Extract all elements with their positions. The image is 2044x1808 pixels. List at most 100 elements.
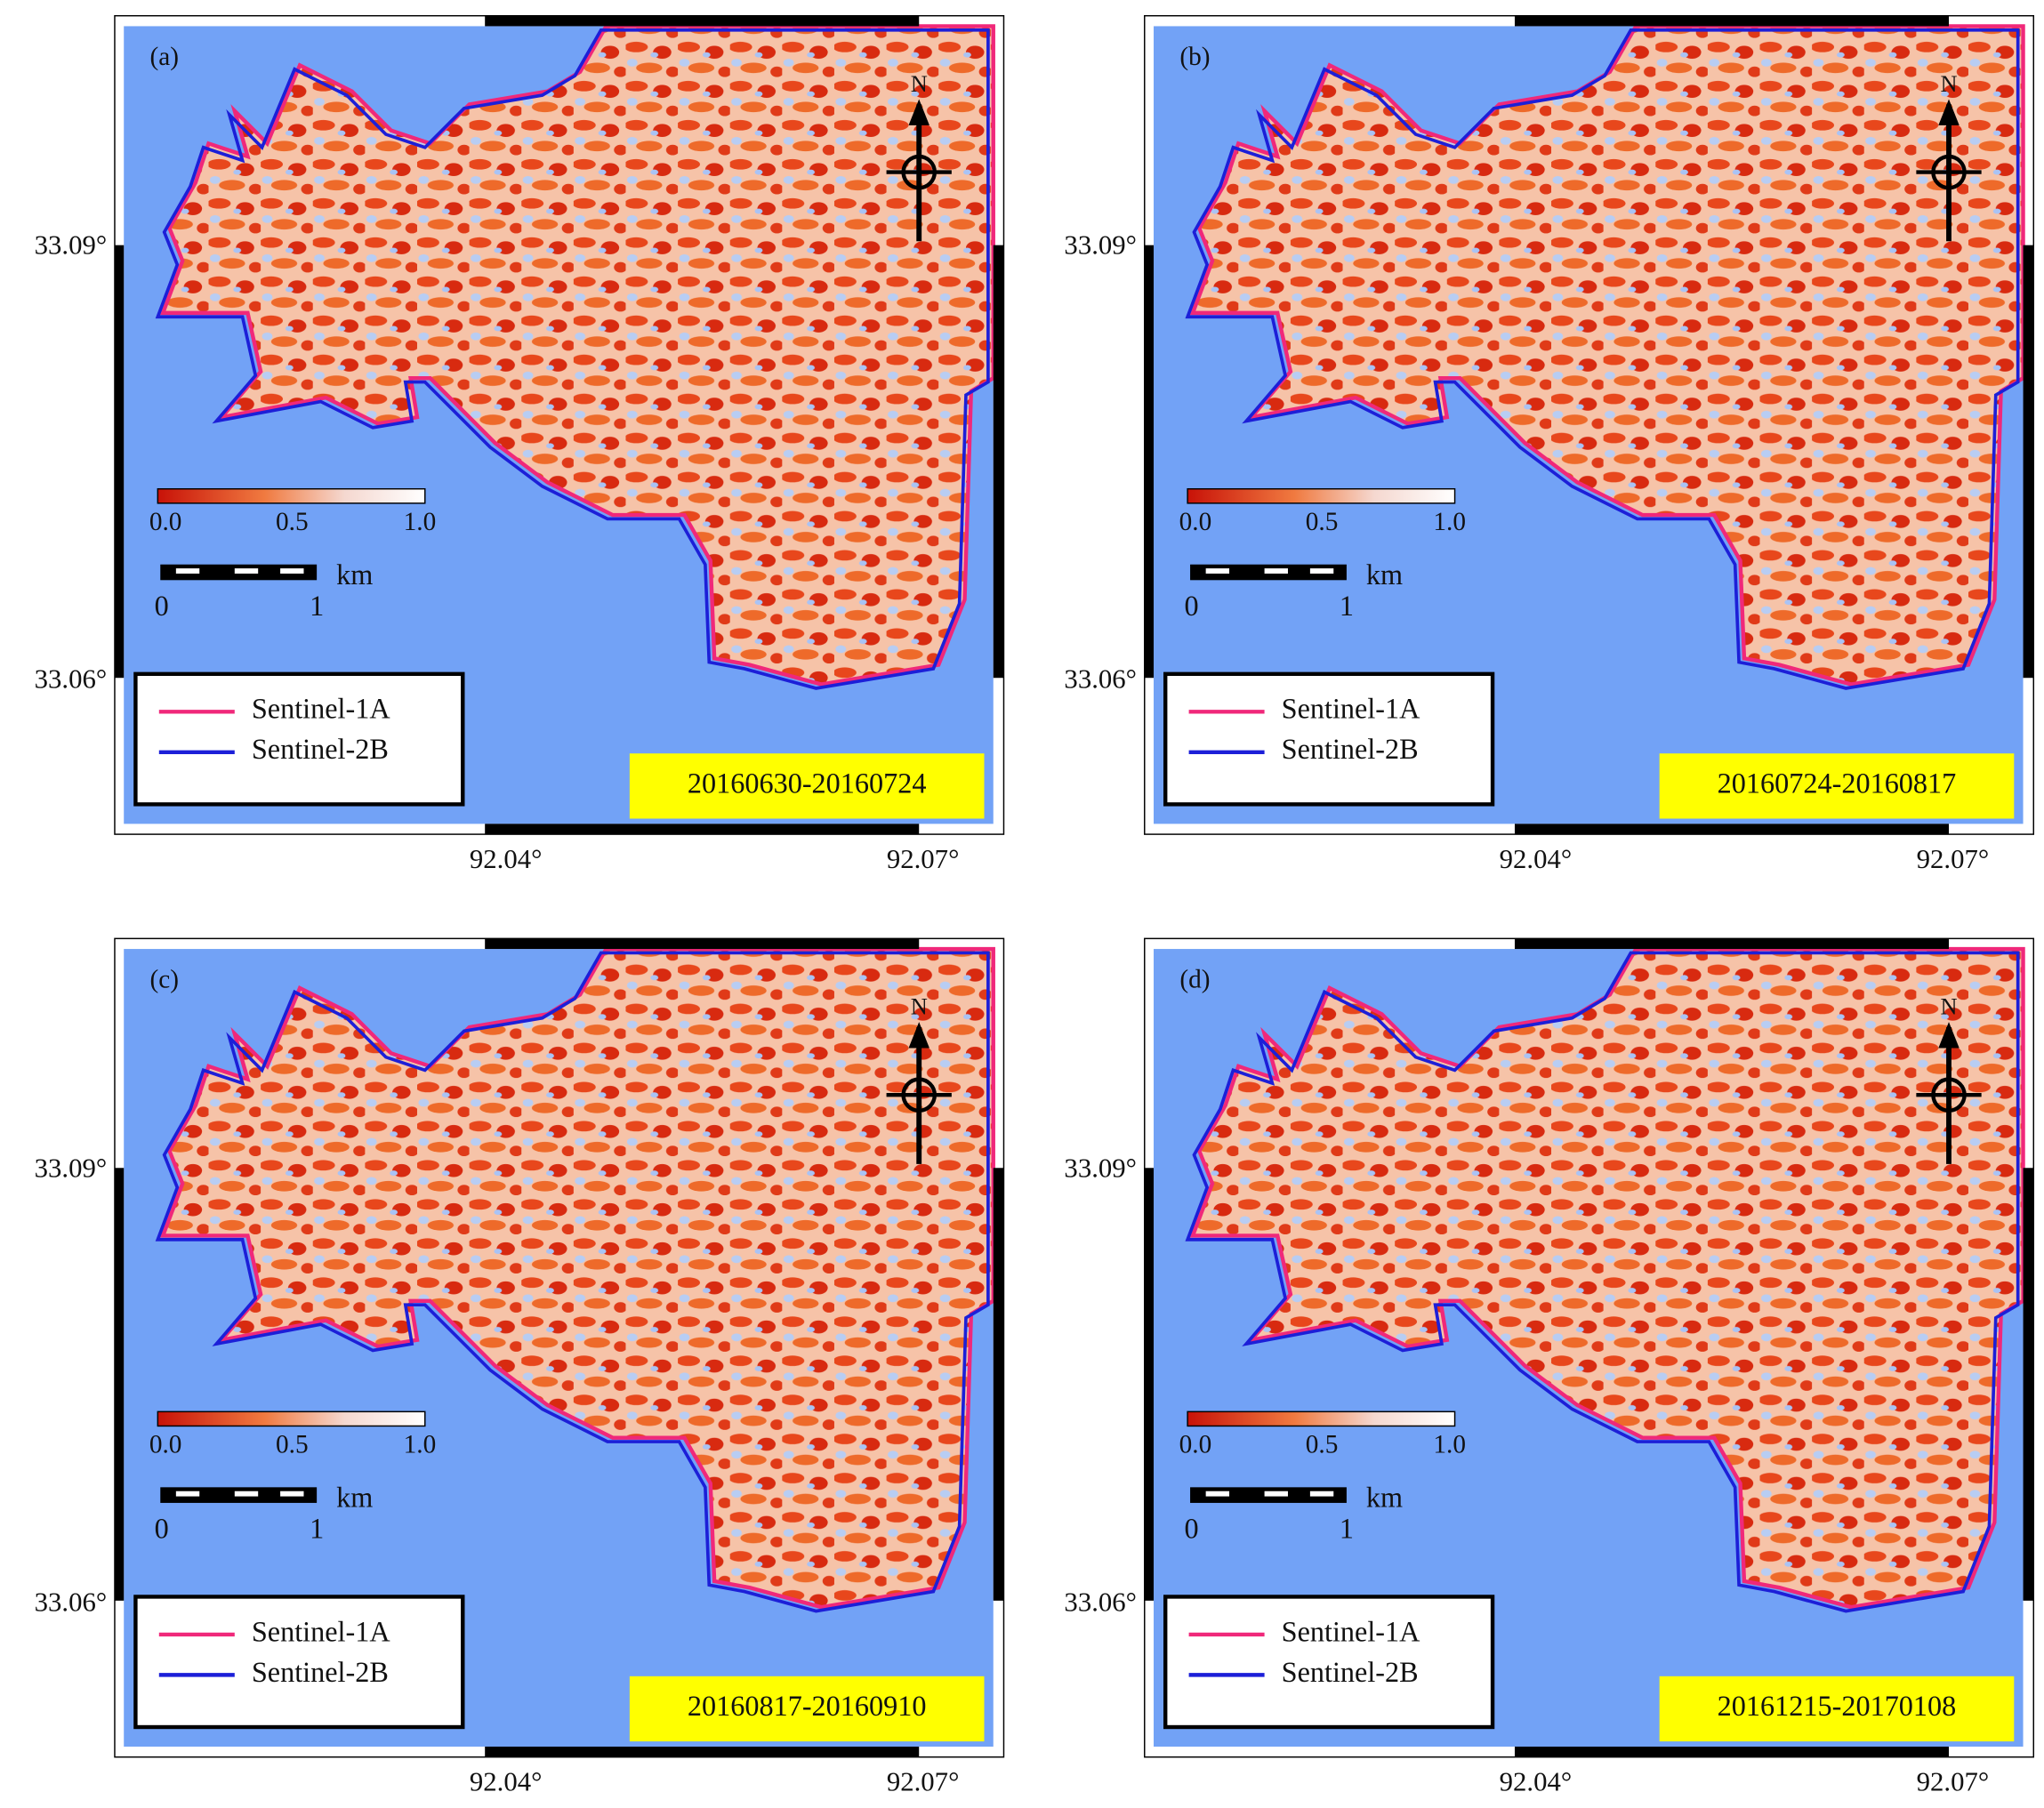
date-label: 20160630-20160724	[688, 767, 927, 799]
colorbar	[1187, 1410, 1456, 1427]
colorbar-tick-label: 1.0	[404, 508, 437, 536]
frame-bar	[485, 824, 920, 835]
date-box	[1659, 1675, 2015, 1742]
scale-bar-segment	[280, 1491, 304, 1497]
north-arrow-head	[1938, 99, 1960, 125]
legend-label: Sentinel-1A	[252, 1615, 390, 1647]
panel-label: (b)	[1179, 43, 1210, 71]
north-label: N	[911, 70, 928, 97]
map-panel: (c) N 0.0 0.5 1.0 km 0 1 Sentinel-1A Sentinel-2B 2…	[35, 937, 1005, 1797]
lat-label: 33.09°	[35, 1153, 108, 1183]
legend-label: Sentinel-1A	[1282, 693, 1420, 725]
legend-label: Sentinel-1A	[1282, 1615, 1420, 1647]
legend-box	[1163, 1595, 1495, 1730]
map-panel: (d) N 0.0 0.5 1.0 km 0 1 Sentinel-1A Sentinel-2B 2…	[1064, 937, 2035, 1797]
colorbar-tick-label: 0.0	[1179, 508, 1212, 536]
scale-unit: km	[336, 558, 373, 591]
lon-label: 92.07°	[887, 1767, 960, 1797]
lat-label: 33.09°	[1064, 1153, 1137, 1183]
scale-bar-segment	[280, 568, 304, 574]
colorbar-tick-label: 0.5	[1306, 508, 1339, 536]
scale-bar-segment	[1309, 1491, 1334, 1497]
lat-label: 33.06°	[35, 1587, 108, 1617]
north-label: N	[1940, 993, 1957, 1020]
frame-bar	[1514, 824, 1950, 835]
date-box	[629, 1675, 985, 1742]
frame-bar	[1514, 938, 1950, 950]
lon-label: 92.04°	[470, 1767, 543, 1797]
scale-bar-segment	[234, 568, 259, 574]
frame-bar	[1514, 15, 1950, 27]
colorbar	[157, 1410, 426, 1427]
scale-bar-segment	[1264, 568, 1288, 574]
lon-label: 92.04°	[1500, 844, 1573, 874]
panel-label: (c)	[150, 965, 180, 993]
scale-bar-segment	[1264, 1491, 1288, 1497]
coherence-area	[1192, 26, 2024, 685]
boundary	[1189, 946, 2025, 1610]
legend-box	[1163, 671, 1495, 807]
scale-unit: km	[336, 1481, 373, 1513]
lon-label: 92.07°	[1917, 1767, 1990, 1797]
scale-bar-segment	[1205, 1491, 1230, 1497]
boundary	[155, 28, 990, 690]
date-box	[629, 753, 985, 819]
frame-bar	[1144, 245, 1155, 679]
colorbar-tick-label: 0.5	[276, 508, 309, 536]
scale-label: 1	[310, 1513, 324, 1545]
scale-label: 0	[155, 590, 169, 622]
colorbar-tick-label: 1.0	[1433, 1431, 1466, 1459]
coherence-area	[1192, 949, 2024, 1608]
colorbar-tick-label: 1.0	[1433, 508, 1466, 536]
date-label: 20160724-20160817	[1718, 767, 1957, 799]
scale-unit: km	[1366, 558, 1403, 591]
boundary	[1185, 28, 2020, 690]
frame-bar	[2023, 1168, 2034, 1601]
frame-bar	[993, 245, 1004, 679]
colorbar-tick-label: 0.0	[149, 1431, 182, 1459]
frame-bar	[993, 1168, 1004, 1601]
lat-label: 33.09°	[35, 230, 108, 261]
date-label: 20160817-20160910	[688, 1690, 927, 1722]
colorbar	[1187, 487, 1456, 504]
scale-label: 0	[155, 1513, 169, 1545]
lat-label: 33.06°	[1064, 1587, 1137, 1617]
map-panel: (b) N 0.0 0.5 1.0 km 0 1 Sentinel-1A Sentinel-2B 2…	[1064, 14, 2035, 874]
panel-label: (a)	[150, 43, 180, 71]
scale-bar-segment	[1309, 568, 1334, 574]
legend-label: Sentinel-1A	[252, 693, 390, 725]
frame-bar	[485, 1746, 920, 1757]
scale-bar-segment	[175, 568, 200, 574]
legend-label: Sentinel-2B	[252, 1656, 389, 1688]
lat-label: 33.09°	[1064, 230, 1137, 261]
map-panel: (a) N 0.0 0.5 1.0 km 0 1 Sentinel-1A Sentinel-2B 2…	[35, 14, 1005, 874]
date-label: 20161215-20170108	[1718, 1690, 1957, 1722]
colorbar-tick-label: 0.5	[1306, 1431, 1339, 1459]
colorbar-tick-label: 0.5	[276, 1431, 309, 1459]
coherence-area	[163, 26, 994, 685]
frame-bar	[2023, 245, 2034, 679]
scale-label: 1	[1340, 1513, 1354, 1545]
scale-label: 0	[1184, 590, 1198, 622]
scale-bar-segment	[175, 1491, 200, 1497]
north-label: N	[911, 993, 928, 1020]
north-arrow-head	[908, 99, 929, 125]
lat-label: 33.06°	[35, 664, 108, 695]
legend-box	[133, 671, 465, 807]
frame-bar	[485, 938, 920, 950]
north-arrow-head	[1938, 1022, 1960, 1049]
lon-label: 92.04°	[1500, 1767, 1573, 1797]
scale-label: 1	[1340, 590, 1354, 622]
scale-label: 0	[1184, 1513, 1198, 1545]
frame-bar	[1144, 1168, 1155, 1601]
north-label: N	[1940, 70, 1957, 97]
legend-box	[133, 1595, 465, 1730]
scale-unit: km	[1366, 1481, 1403, 1513]
boundary	[155, 951, 990, 1613]
coherence-area	[163, 949, 994, 1608]
boundary	[160, 24, 995, 687]
legend-label: Sentinel-2B	[252, 733, 389, 765]
panel-label: (d)	[1179, 965, 1210, 993]
lon-label: 92.04°	[470, 844, 543, 874]
